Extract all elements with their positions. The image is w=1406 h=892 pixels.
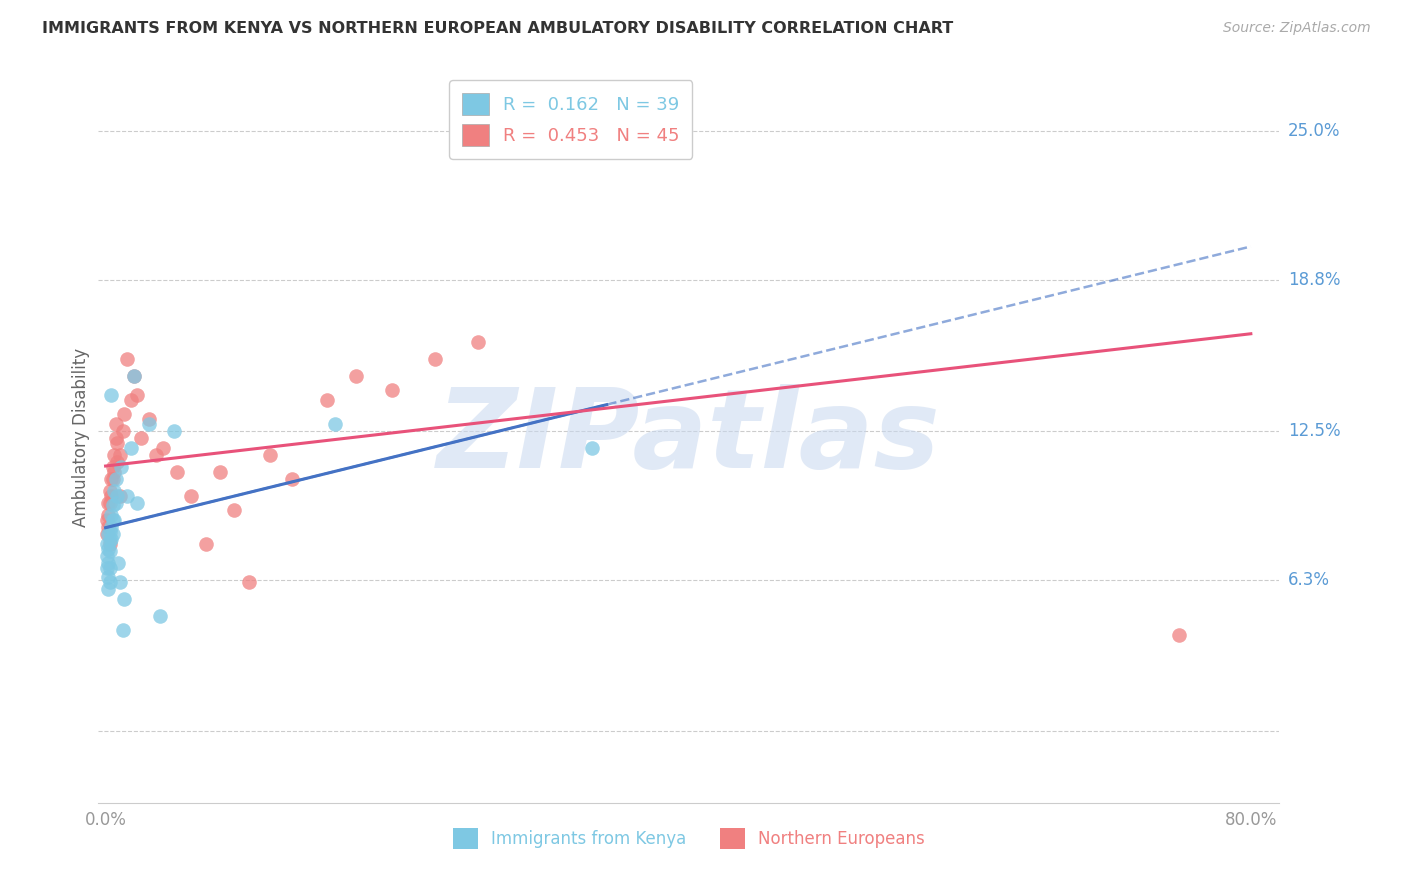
Text: 6.3%: 6.3% bbox=[1288, 571, 1330, 589]
Point bbox=[97, 541, 120, 556]
Point bbox=[97, 570, 120, 584]
Point bbox=[323, 417, 346, 431]
Point bbox=[101, 527, 124, 541]
Point bbox=[131, 431, 153, 445]
Point bbox=[111, 623, 134, 637]
Point bbox=[100, 532, 122, 546]
Point bbox=[101, 460, 124, 475]
Point bbox=[138, 412, 160, 426]
Point bbox=[138, 417, 160, 431]
Point bbox=[163, 424, 186, 438]
Point bbox=[100, 388, 122, 402]
Point bbox=[101, 472, 124, 486]
Text: ZIPatlas: ZIPatlas bbox=[437, 384, 941, 491]
Point bbox=[152, 441, 174, 455]
Point bbox=[104, 472, 127, 486]
Point bbox=[98, 544, 121, 558]
Text: IMMIGRANTS FROM KENYA VS NORTHERN EUROPEAN AMBULATORY DISABILITY CORRELATION CHA: IMMIGRANTS FROM KENYA VS NORTHERN EUROPE… bbox=[42, 21, 953, 37]
Point bbox=[423, 352, 446, 367]
Point bbox=[96, 527, 118, 541]
Point bbox=[103, 465, 125, 479]
Point bbox=[103, 513, 125, 527]
Point bbox=[344, 368, 367, 383]
Point bbox=[238, 575, 260, 590]
Point bbox=[97, 556, 120, 570]
Point bbox=[96, 537, 118, 551]
Point bbox=[122, 368, 145, 383]
Point bbox=[98, 496, 121, 510]
Point bbox=[105, 436, 128, 450]
Point bbox=[145, 448, 167, 462]
Point bbox=[209, 465, 232, 479]
Point bbox=[115, 352, 138, 367]
Legend: Immigrants from Kenya, Northern Europeans: Immigrants from Kenya, Northern European… bbox=[441, 817, 936, 860]
Point bbox=[104, 417, 127, 431]
Point bbox=[104, 496, 127, 510]
Point bbox=[280, 472, 302, 486]
Point bbox=[98, 575, 121, 590]
Point bbox=[100, 520, 122, 534]
Point bbox=[166, 465, 188, 479]
Point bbox=[97, 520, 120, 534]
Point bbox=[149, 608, 172, 623]
Point bbox=[112, 407, 135, 421]
Text: 25.0%: 25.0% bbox=[1288, 122, 1340, 140]
Point bbox=[97, 496, 120, 510]
Point bbox=[98, 483, 121, 498]
Point bbox=[101, 513, 124, 527]
Point bbox=[467, 335, 489, 350]
Point bbox=[96, 549, 118, 563]
Point bbox=[107, 556, 129, 570]
Y-axis label: Ambulatory Disability: Ambulatory Disability bbox=[72, 348, 90, 526]
Point bbox=[1168, 628, 1191, 642]
Point bbox=[100, 508, 122, 522]
Point bbox=[98, 537, 121, 551]
Point bbox=[224, 503, 246, 517]
Point bbox=[180, 489, 202, 503]
Point bbox=[97, 508, 120, 522]
Point bbox=[381, 384, 404, 398]
Point bbox=[122, 368, 145, 383]
Point bbox=[120, 392, 142, 407]
Point bbox=[96, 561, 118, 575]
Point bbox=[110, 460, 132, 475]
Point bbox=[100, 489, 122, 503]
Point bbox=[98, 561, 121, 575]
Text: Source: ZipAtlas.com: Source: ZipAtlas.com bbox=[1223, 21, 1371, 36]
Point bbox=[111, 424, 134, 438]
Point bbox=[125, 496, 148, 510]
Point bbox=[97, 527, 120, 541]
Point bbox=[115, 489, 138, 503]
Point bbox=[105, 455, 128, 469]
Point bbox=[96, 513, 118, 527]
Point bbox=[108, 448, 131, 462]
Point bbox=[108, 489, 131, 503]
Point bbox=[101, 499, 124, 513]
Point bbox=[581, 441, 603, 455]
Point bbox=[105, 489, 128, 503]
Point bbox=[112, 591, 135, 606]
Point bbox=[120, 441, 142, 455]
Point bbox=[104, 431, 127, 445]
Point bbox=[316, 392, 339, 407]
Point bbox=[98, 524, 121, 539]
Point bbox=[946, 53, 969, 67]
Text: 18.8%: 18.8% bbox=[1288, 271, 1340, 289]
Point bbox=[103, 483, 125, 498]
Point bbox=[259, 448, 281, 462]
Point bbox=[194, 537, 217, 551]
Point bbox=[97, 582, 120, 597]
Text: 12.5%: 12.5% bbox=[1288, 422, 1340, 440]
Point bbox=[125, 388, 148, 402]
Point bbox=[98, 534, 121, 549]
Point bbox=[100, 472, 122, 486]
Point bbox=[103, 448, 125, 462]
Point bbox=[108, 575, 131, 590]
